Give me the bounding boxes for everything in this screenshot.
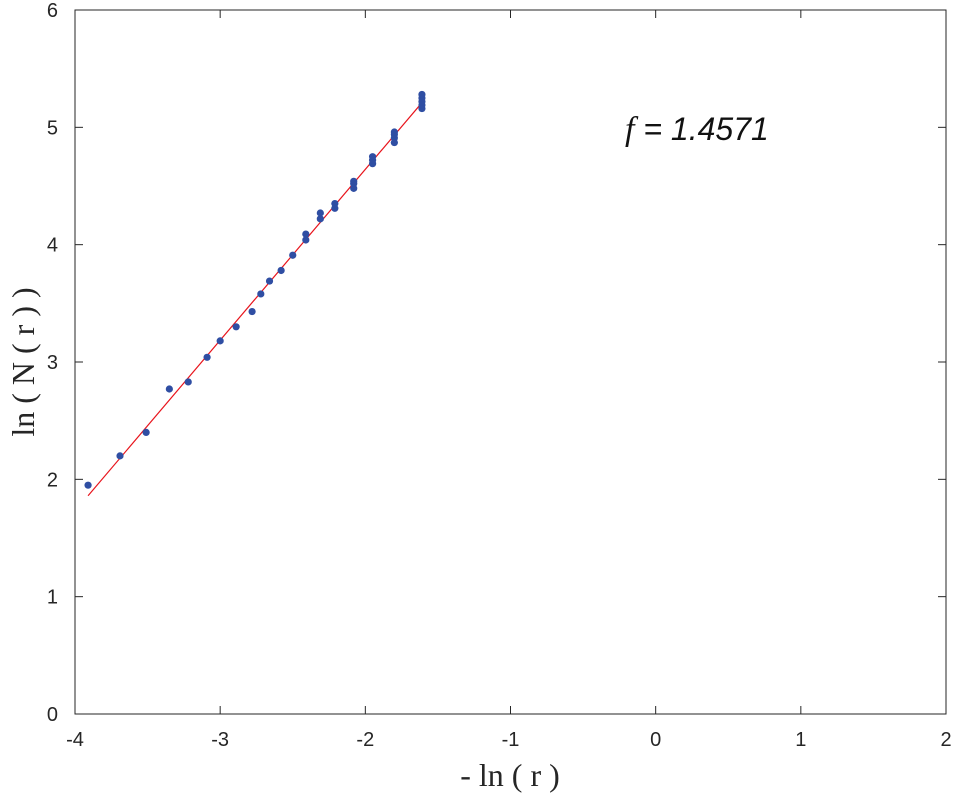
y-tick-label: 1 <box>47 587 58 609</box>
x-tick-label: 2 <box>940 729 951 751</box>
data-point <box>232 323 240 331</box>
y-tick-label: 0 <box>47 704 58 726</box>
fractal-dimension-annotation: f = 1.4571 <box>625 111 769 148</box>
data-point <box>84 481 92 489</box>
y-axis-title: ln ( N ( r ) ) <box>5 287 41 436</box>
plot-area <box>74 9 947 715</box>
data-point <box>116 452 124 460</box>
data-points-layer <box>84 90 426 489</box>
data-point <box>184 378 192 386</box>
y-tick-label: 4 <box>47 235 58 257</box>
x-axis-ticks: -4 -3 -2 -1 0 1 2 <box>66 10 952 751</box>
data-point <box>257 290 265 298</box>
data-point <box>316 215 324 223</box>
x-tick-label: 1 <box>795 729 806 751</box>
y-tick-label: 3 <box>47 352 58 374</box>
data-point <box>350 177 358 185</box>
data-point <box>216 337 224 345</box>
y-axis-ticks: 0 1 2 3 4 5 6 <box>47 0 946 726</box>
data-point <box>289 251 297 259</box>
data-point <box>142 428 150 436</box>
x-tick-label: -2 <box>356 729 374 751</box>
data-point <box>302 236 310 244</box>
y-tick-label: 6 <box>47 0 58 22</box>
data-point <box>418 90 426 99</box>
y-tick-label: 5 <box>47 117 58 139</box>
data-point <box>331 200 339 208</box>
y-tick-label: 2 <box>47 469 58 491</box>
plot-frame <box>74 9 947 715</box>
annotation-value: = 1.4571 <box>634 111 768 147</box>
x-tick-label: -3 <box>211 729 229 751</box>
data-point <box>316 209 324 217</box>
data-point <box>203 353 211 361</box>
x-tick-label: 0 <box>650 729 661 751</box>
data-point <box>277 266 285 275</box>
x-tick-label: -1 <box>502 729 520 751</box>
data-point <box>368 153 377 161</box>
data-point <box>265 277 274 285</box>
data-point <box>248 307 256 316</box>
x-axis-title: - ln ( r ) <box>460 757 560 793</box>
data-point <box>165 385 173 393</box>
data-point <box>390 128 398 136</box>
data-point <box>302 230 310 238</box>
x-tick-label: -4 <box>66 729 84 751</box>
